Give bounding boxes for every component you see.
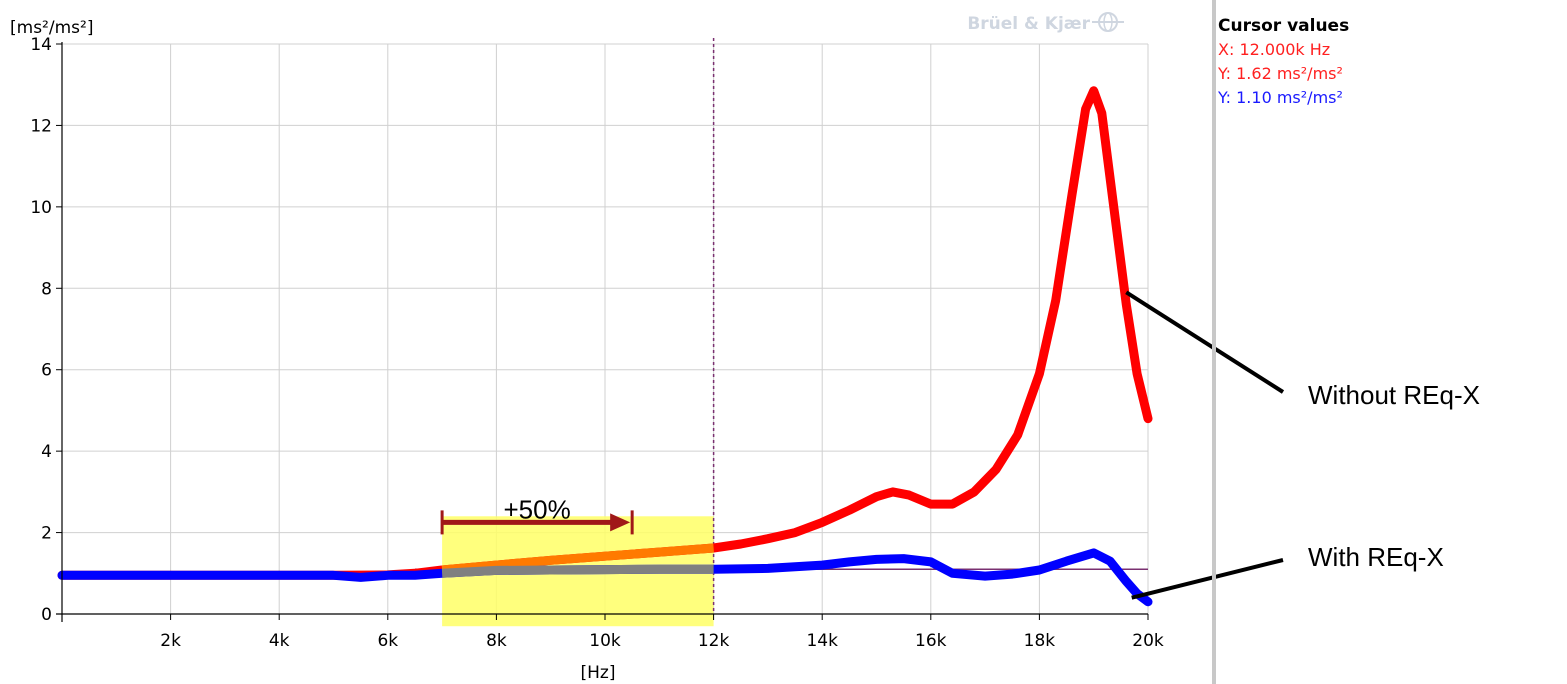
- x-tick-label: 20k: [1132, 631, 1164, 651]
- y-tick-label: 6: [41, 361, 52, 381]
- y-tick-label: 10: [30, 198, 52, 218]
- annotation-leader-line: [1125, 290, 1285, 394]
- y-tick-label: 4: [41, 442, 52, 462]
- annotation-label: Without REq-X: [1308, 380, 1480, 410]
- x-tick-label: 12k: [698, 631, 730, 651]
- chart-axes: [56, 42, 1148, 622]
- overlap-layer: [441, 543, 714, 578]
- y-tick-label: 0: [41, 605, 52, 625]
- panel-divider[interactable]: [1212, 0, 1216, 684]
- y-axis-label: [ms²/ms²]: [10, 18, 93, 38]
- y-tick-label: 12: [30, 116, 52, 136]
- x-tick-label: 18k: [1024, 631, 1056, 651]
- annotation-leader-line: [1131, 558, 1284, 600]
- cursor-values-panel: Cursor values X: 12.000k Hz Y: 1.62 ms²/…: [1218, 14, 1458, 110]
- x-axis-label: [Hz]: [581, 663, 616, 683]
- y-tick-label: 8: [41, 279, 52, 299]
- y-tick-label: 14: [30, 35, 52, 55]
- x-tick-label: 16k: [915, 631, 947, 651]
- x-tick-label: 14k: [806, 631, 838, 651]
- cursor-y-value-blue: Y: 1.10 ms²/ms²: [1218, 88, 1343, 107]
- brand-logo: Brüel & Kjær: [967, 12, 1124, 34]
- y-tick-labels: 0 2 4 6 8 10 12 14: [30, 35, 62, 625]
- brand-text: Brüel & Kjær: [967, 14, 1090, 34]
- bracket-arrow-head: [610, 513, 631, 532]
- x-tick-label: 6k: [377, 631, 398, 651]
- cursor-y-value-red: Y: 1.62 ms²/ms²: [1218, 64, 1343, 83]
- cursor-values-title: Cursor values: [1218, 16, 1350, 36]
- annotation-layer: Without REq-X With REq-X: [1125, 290, 1480, 600]
- percent-bracket: +50%: [440, 494, 634, 535]
- cursor-x-value: X: 12.000k Hz: [1218, 40, 1331, 59]
- x-tick-label: 2k: [160, 631, 181, 651]
- x-tick-labels: 2k 4k 6k 8k 10k 12k 14k 16k 18k 20k: [160, 614, 1164, 651]
- x-tick-label: 4k: [269, 631, 290, 651]
- series-overlap-without-reqx: [441, 543, 714, 575]
- brand-globe-icon: [1092, 12, 1124, 32]
- series-overlap-with-reqx: [441, 564, 714, 578]
- bracket-label: +50%: [504, 494, 571, 524]
- series-line-with-reqx: [57, 548, 1153, 607]
- series-layer: [57, 86, 1153, 607]
- x-tick-label: 10k: [589, 631, 621, 651]
- x-tick-label: 8k: [486, 631, 507, 651]
- annotation-label: With REq-X: [1308, 542, 1444, 572]
- y-tick-label: 2: [41, 524, 52, 544]
